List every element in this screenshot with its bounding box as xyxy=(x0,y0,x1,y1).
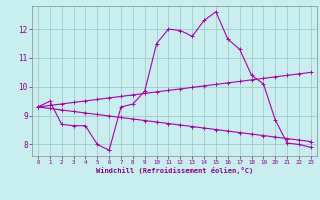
X-axis label: Windchill (Refroidissement éolien,°C): Windchill (Refroidissement éolien,°C) xyxy=(96,167,253,174)
